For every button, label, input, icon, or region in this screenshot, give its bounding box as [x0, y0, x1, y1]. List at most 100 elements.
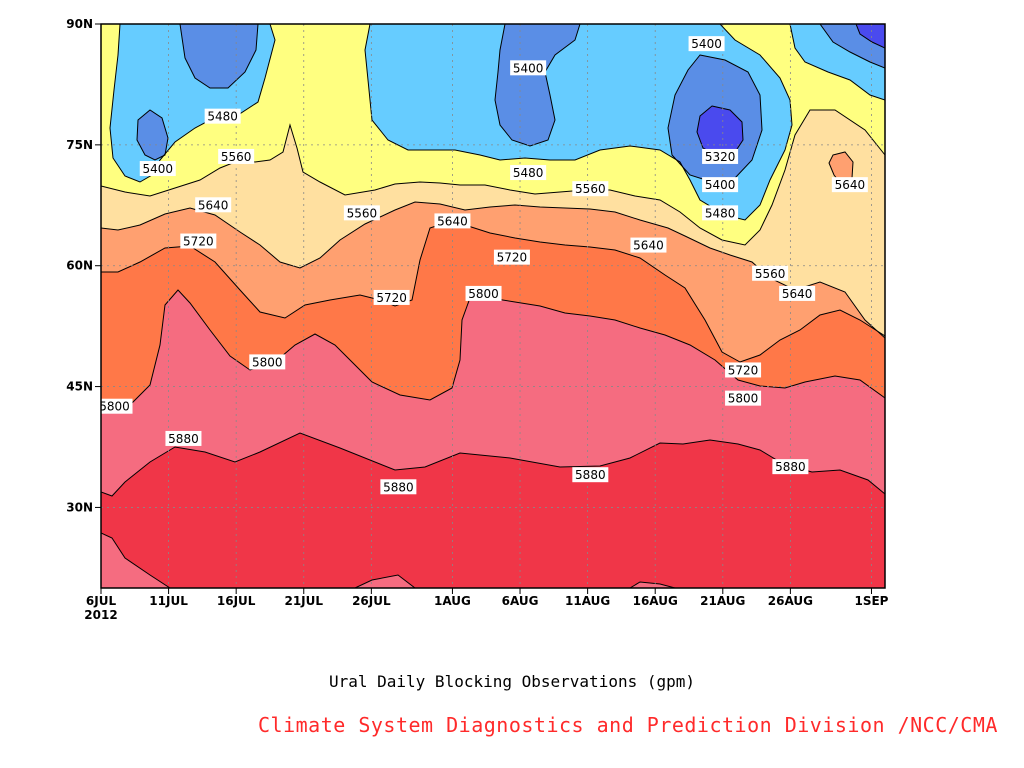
contour-label: 5720	[373, 289, 410, 305]
contour-label-text: 5480	[705, 206, 736, 220]
y-tick-label: 60N	[66, 259, 93, 273]
contour-label-text: 5800	[468, 287, 499, 301]
y-tick-label: 30N	[66, 500, 93, 514]
x-axis: 6JUL 11JUL 16JUL 21JUL 26JUL 1AUG 6AUG 11AUG 16A…	[86, 588, 889, 608]
x-tick-label: 1AUG	[434, 594, 471, 608]
contour-label: 5800	[465, 285, 502, 301]
contour-label-box	[510, 165, 547, 181]
contour-label: 5880	[165, 430, 202, 446]
contour-label-text: 5880	[775, 460, 806, 474]
contour-label: 5720	[725, 362, 762, 378]
contour-fields: 5400 5480 5560 5640 5720 5800 5800 5880 5560 5720…	[99, 24, 885, 588]
band-5800-5880-bottom-left	[101, 533, 170, 588]
contour-label: 5480	[702, 205, 739, 221]
contour-label-text: 5800	[99, 400, 130, 414]
band-below-5320-ne	[856, 24, 885, 48]
contour-label-text: 5560	[221, 150, 252, 164]
contour-label-text: 5560	[755, 267, 786, 281]
contour-label: 5880	[772, 459, 809, 475]
contour-label-box	[572, 181, 609, 197]
contour-label-box	[702, 205, 739, 221]
contour-label-box	[725, 390, 762, 406]
plot-frame	[100, 23, 886, 589]
contour-label: 5320	[702, 148, 739, 164]
contour-label-box	[572, 467, 609, 483]
contour-label: 5800	[99, 398, 133, 414]
contour-label-text: 5480	[513, 166, 544, 180]
x-axis-year-label: 2012	[84, 608, 117, 622]
contour-label: 5640	[434, 213, 471, 229]
contour-label: 5560	[752, 265, 789, 281]
band-5640-5720-ne-spot	[829, 152, 853, 185]
contour-label-text: 5720	[497, 251, 528, 265]
contour-label: 5640	[195, 197, 232, 213]
contour-label-text: 5880	[575, 468, 606, 482]
y-tick-label: 45N	[66, 380, 93, 394]
contour-label-text: 5720	[376, 291, 407, 305]
x-tick-label: 21JUL	[284, 594, 323, 608]
x-tick-label: 1SEP	[854, 594, 888, 608]
contour-label: 5400	[702, 177, 739, 193]
band-below-5320-east	[697, 106, 743, 156]
y-tick-label: 75N	[66, 138, 93, 152]
contour-label-box	[630, 237, 667, 253]
contour-label-box	[373, 289, 410, 305]
contour-label-text: 5640	[198, 198, 229, 212]
band-5800-5880-bottom-mid	[355, 575, 415, 588]
contour-label-box	[101, 398, 133, 414]
contour-label: 5640	[831, 177, 868, 193]
credit-line: Climate System Diagnostics and Predictio…	[258, 713, 998, 737]
contour-label-box	[779, 285, 816, 301]
contour-label-box	[510, 60, 547, 76]
x-tick-label: 6JUL	[86, 594, 117, 608]
contour-label: 5720	[493, 249, 530, 265]
x-tick-label: 26JUL	[352, 594, 391, 608]
band-5320-5400-west-a	[180, 24, 258, 88]
contour-label: 5800	[725, 390, 762, 406]
contour-label: 5480	[204, 108, 241, 124]
contour-label: 5640	[630, 237, 667, 253]
contour-labels: 5400 5480 5560 5640 5720 5800 5800 5880 5560 5720…	[99, 36, 868, 495]
contour-label: 5880	[380, 479, 417, 495]
chart-title: Ural Daily Blocking Observations (gpm)	[328, 672, 696, 691]
grid-lines	[101, 24, 885, 588]
contour-label-box	[772, 459, 809, 475]
contour-label-text: 5400	[705, 178, 736, 192]
contour-label: 5400	[688, 36, 725, 52]
contour-label-text: 5880	[168, 432, 199, 446]
band-5320-5400-west-b	[137, 110, 168, 160]
contour-label-text: 5800	[728, 392, 759, 406]
contour-label: 5480	[510, 165, 547, 181]
contour-label-box	[725, 362, 762, 378]
contour-label-box	[195, 197, 232, 213]
contour-label-text: 5640	[437, 214, 468, 228]
contour-label-box	[343, 205, 380, 221]
contour-label-text: 5640	[835, 178, 866, 192]
x-tick-label: 6AUG	[502, 594, 539, 608]
contour-label: 5880	[572, 467, 609, 483]
y-axis: 30N 45N 60N 75N 90N	[66, 17, 101, 514]
contour-label-box	[218, 148, 255, 164]
contour-label-text: 5800	[252, 355, 283, 369]
x-tick-label: 11JUL	[149, 594, 188, 608]
contour-label-box	[180, 233, 217, 249]
contour-label-box	[465, 285, 502, 301]
contour-label: 5800	[249, 354, 286, 370]
contour-label: 5560	[218, 148, 255, 164]
contour-label-box	[688, 36, 725, 52]
y-tick-label: 90N	[66, 17, 93, 31]
band-5800-5880-bottom-right	[630, 582, 675, 588]
contour-label-box	[380, 479, 417, 495]
contour-label-text: 5480	[207, 110, 238, 124]
contour-label-box	[493, 249, 530, 265]
contour-label: 5720	[180, 233, 217, 249]
contour-label-text: 5560	[347, 206, 378, 220]
x-tick-label: 16JUL	[217, 594, 256, 608]
x-tick-label: 11AUG	[565, 594, 610, 608]
contour-label-box	[752, 265, 789, 281]
contour-label: 5400	[139, 161, 176, 177]
contour-label-box	[204, 108, 241, 124]
x-tick-label: 26AUG	[768, 594, 813, 608]
contour-label-text: 5560	[575, 182, 606, 196]
